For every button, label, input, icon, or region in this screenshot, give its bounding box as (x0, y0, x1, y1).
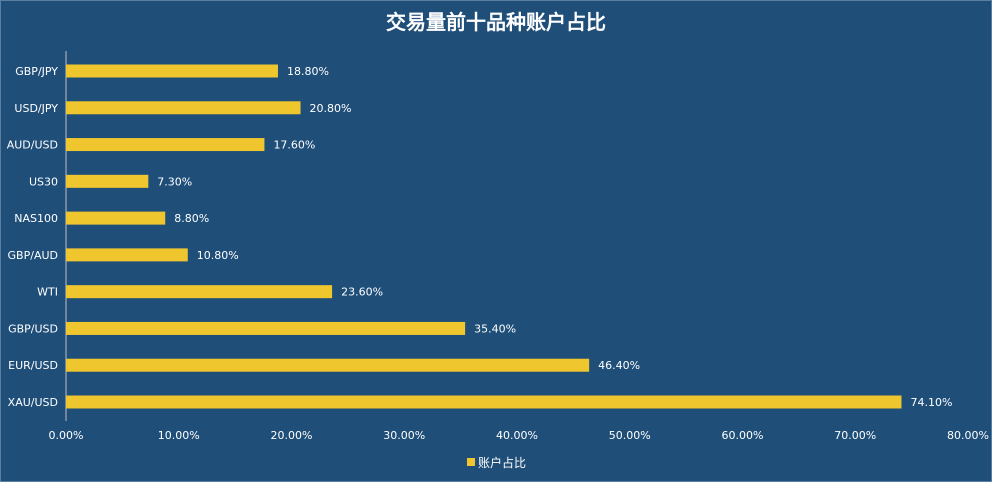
category-label: EUR/USD (8, 359, 58, 372)
data-label: 18.80% (287, 65, 329, 78)
x-tick-label: 30.00% (383, 429, 425, 442)
data-label: 35.40% (474, 322, 516, 335)
category-label: XAU/USD (8, 396, 58, 409)
data-label: 8.80% (174, 212, 209, 225)
category-labels: GBP/JPY USD/JPY AUD/USD US30 NAS100 GBP/AUD WT… (7, 65, 59, 409)
bars-layer (66, 64, 902, 409)
category-label: US30 (29, 175, 58, 188)
bar-audusd (66, 138, 265, 152)
bar-gbpaud (66, 248, 188, 262)
category-label: AUD/USD (7, 139, 58, 152)
bar-eurusd (66, 358, 590, 372)
category-label: GBP/JPY (15, 65, 58, 78)
x-tick-label: 50.00% (609, 429, 651, 442)
x-tick-label: 40.00% (496, 429, 538, 442)
category-label: GBP/USD (8, 322, 58, 335)
data-label: 23.60% (341, 286, 383, 299)
bar-xauusd (66, 395, 902, 409)
x-tick-label: 10.00% (158, 429, 200, 442)
legend: 账户占比 (467, 455, 526, 470)
x-tick-label: 80.00% (947, 429, 989, 442)
category-label: WTI (37, 286, 58, 299)
data-label: 20.80% (310, 102, 352, 115)
bar-gbpjpy (66, 64, 278, 78)
category-label: NAS100 (14, 212, 58, 225)
chart-title: 交易量前十品种账户占比 (386, 10, 606, 34)
bar-wti (66, 285, 333, 299)
x-tick-label: 20.00% (271, 429, 313, 442)
data-label: 10.80% (197, 249, 239, 262)
data-labels: 18.80% 20.80% 17.60% 7.30% 8.80% 10.80% 23.60%… (157, 65, 952, 409)
x-tick-label: 70.00% (834, 429, 876, 442)
bar-nas100 (66, 211, 166, 225)
data-label: 17.60% (273, 139, 315, 152)
data-label: 7.30% (157, 175, 192, 188)
bar-us30 (66, 174, 149, 188)
x-axis-tick-labels: 0.00% 10.00% 20.00% 30.00% 40.00% 50.00% 60.00… (49, 429, 989, 442)
bar-gbpusd (66, 321, 466, 335)
category-label: USD/JPY (14, 102, 58, 115)
category-label: GBP/AUD (8, 249, 58, 262)
legend-label: 账户占比 (478, 455, 526, 470)
x-tick-label: 0.00% (49, 429, 84, 442)
legend-swatch (467, 458, 475, 466)
data-label: 74.10% (910, 396, 952, 409)
x-tick-label: 60.00% (722, 429, 764, 442)
data-label: 46.40% (598, 359, 640, 372)
bar-usdjpy (66, 101, 301, 115)
